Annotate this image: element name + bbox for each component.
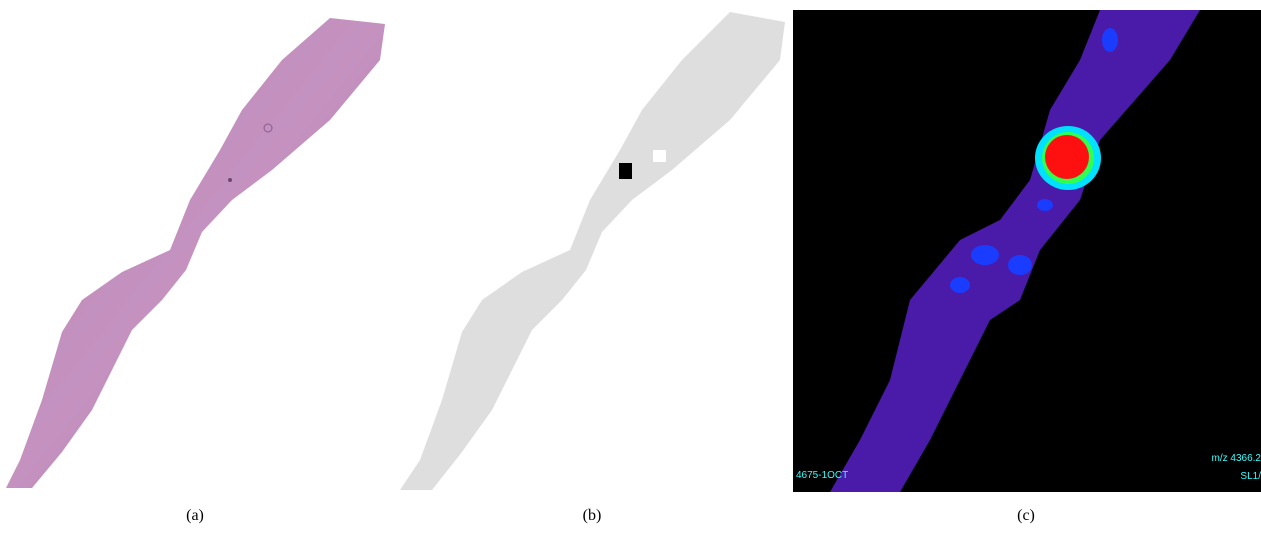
panel-c-image: 4675-1OCT m/z 4366.2 SL1/ (793, 10, 1261, 492)
page: 4675-1OCT m/z 4366.2 SL1/ (a) (b) (c) ((… (0, 0, 1261, 533)
ion-spot (1008, 255, 1032, 275)
panel-caption: (a) (186, 507, 204, 524)
tissue-stain (6, 18, 385, 488)
panel-a-image (6, 18, 385, 488)
panel-caption: (c) (1017, 507, 1035, 524)
mz-label: m/z 4366.2 (1212, 453, 1261, 464)
ion-spot (971, 245, 999, 265)
sample-label: 4675-1OCT (796, 470, 848, 481)
tissue-feature (228, 178, 232, 182)
panel-b-image (400, 12, 785, 490)
hotspot-core (1045, 135, 1089, 179)
panel-caption: (b) (583, 507, 602, 524)
ion-spot (1102, 28, 1118, 52)
ion-spot (950, 277, 970, 293)
tissue-mask (400, 12, 785, 490)
slide-label: SL1/ (1240, 471, 1261, 482)
figure: 4675-1OCT m/z 4366.2 SL1/ (a) (b) (c) (0, 0, 1261, 533)
mask-marker (619, 163, 632, 179)
mask-hole (653, 150, 666, 162)
ion-spot (1037, 199, 1053, 211)
